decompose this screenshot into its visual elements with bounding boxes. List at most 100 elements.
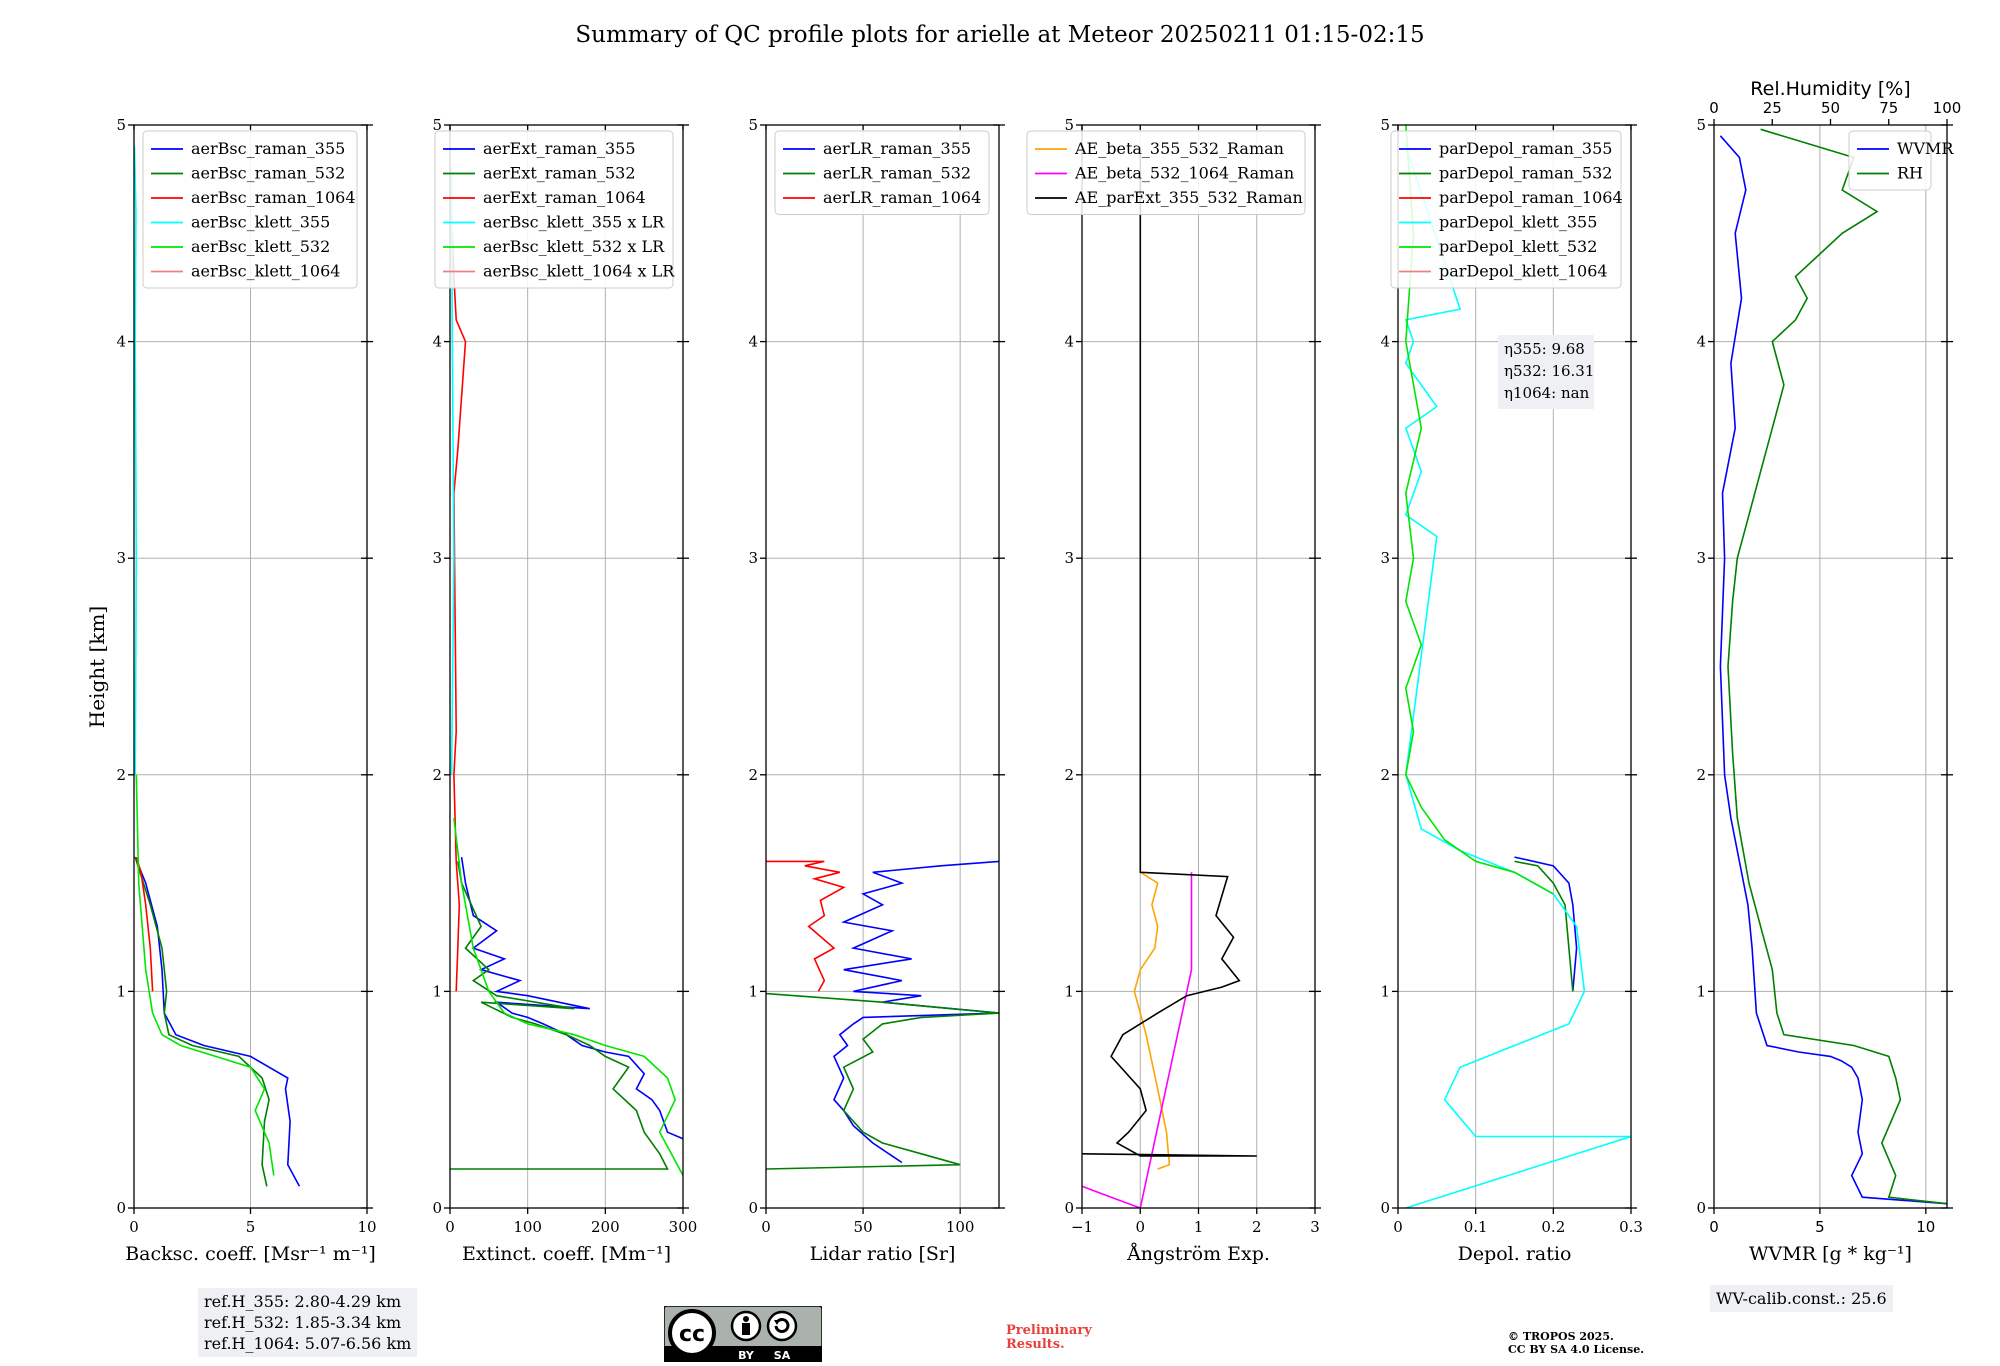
x2-tick-label: 75 xyxy=(1879,99,1898,117)
series-line-ae-beta-355-532-raman xyxy=(1133,871,1171,1170)
y-tick-label: 1 xyxy=(116,982,126,1000)
x-tick-label: 50 xyxy=(854,1218,873,1236)
series-line-rh xyxy=(1727,128,1947,1205)
legend-entry: RH xyxy=(1897,164,1923,183)
series-group xyxy=(134,146,301,1187)
legend-entry: aerBsc_raman_1064 xyxy=(191,188,356,207)
ref-height-1064: ref.H_1064: 5.07-6.56 km xyxy=(204,1334,412,1353)
plot-frame xyxy=(1713,124,1948,1209)
y-tick-label: 5 xyxy=(1696,116,1706,134)
y-tick-label: 3 xyxy=(116,549,126,567)
cc-license-badge: cc BY SA xyxy=(663,1305,823,1363)
series-line-aerext-raman-355 xyxy=(460,856,683,1140)
legend: aerBsc_raman_355 aerBsc_raman_532 aerBsc_r… xyxy=(142,130,358,289)
series-line-aerbsc-raman-355 xyxy=(134,856,301,1187)
x-tick-label: 2 xyxy=(1252,1218,1262,1236)
series-line-aerbsc-klett-355 xyxy=(134,146,138,775)
legend-entry: aerBsc_klett_1064 x LR xyxy=(483,262,675,281)
x-tick-label: 0 xyxy=(1393,1218,1403,1236)
x-tick-label: 100 xyxy=(513,1218,542,1236)
eta-annotation: η355: 9.68 η532: 16.31 η1064: nan xyxy=(1498,335,1594,409)
x-tick-label: −1 xyxy=(1071,1218,1093,1236)
legend-entry: aerBsc_klett_1064 xyxy=(191,262,340,281)
legend-entry: aerExt_raman_1064 xyxy=(483,188,646,207)
series-line-pardepol-klett-532 xyxy=(1404,125,1554,895)
wv-calib-text: WV-calib.const.: 25.6 xyxy=(1716,1289,1887,1308)
y-tick-label: 2 xyxy=(116,766,126,784)
y-tick-label: 4 xyxy=(1380,333,1390,351)
y-tick-label: 1 xyxy=(748,982,758,1000)
legend-frame xyxy=(434,130,674,289)
y-axis-label: Height [km] xyxy=(85,606,109,728)
series-line-aerbsc-raman-532 xyxy=(134,856,270,1187)
legend-entry: aerExt_raman_532 xyxy=(483,164,636,183)
series-line-aerlr-raman-532 xyxy=(766,992,999,1170)
plot-frame xyxy=(1397,124,1632,1209)
legend-entry: aerLR_raman_532 xyxy=(823,164,971,183)
y-tick-label: 2 xyxy=(432,766,442,784)
x-tick-label: 0 xyxy=(129,1218,139,1236)
y-tick-label: 4 xyxy=(1064,333,1074,351)
copyright-line-2: CC BY SA 4.0 License. xyxy=(1508,1343,1645,1356)
series-line-wvmr xyxy=(1719,135,1947,1205)
y-tick-label: 2 xyxy=(748,766,758,784)
panel-5: 0 1 2 3 4 5 0 0.1 0.2 0.3 Depol. ratio parDepol_ram… xyxy=(1380,116,1642,1265)
y-tick-label: 4 xyxy=(1696,333,1706,351)
x2-tick-label: 100 xyxy=(1933,99,1962,117)
series-line-aerlr-raman-1064 xyxy=(766,860,846,992)
legend-entry: aerBsc_klett_355 xyxy=(191,213,330,232)
y-tick-label: 4 xyxy=(748,333,758,351)
legend-entry: parDepol_klett_1064 xyxy=(1439,262,1608,281)
series-line-ae-parext-355-532-raman xyxy=(1082,146,1257,1157)
legend-entry: parDepol_raman_1064 xyxy=(1439,188,1623,207)
x-tick-label: 0 xyxy=(1135,1218,1145,1236)
x-tick-label: 0.1 xyxy=(1464,1218,1488,1236)
legend-entry: AE_beta_355_532_Raman xyxy=(1074,139,1284,158)
x-tick-label: 5 xyxy=(246,1218,256,1236)
annotation-line: η1064: nan xyxy=(1504,384,1590,402)
series-group xyxy=(1404,125,1631,1208)
x-tick-label: 200 xyxy=(591,1218,620,1236)
legend-frame xyxy=(1026,130,1306,215)
x2-axis-label: Rel.Humidity [%] xyxy=(1750,78,1910,100)
ref-height-532: ref.H_532: 1.85-3.34 km xyxy=(204,1313,402,1332)
y-tick-label: 4 xyxy=(116,333,126,351)
x-tick-label: 0.3 xyxy=(1619,1218,1643,1236)
x-axis-label: Lidar ratio [Sr] xyxy=(810,1243,956,1265)
y-tick-label: 5 xyxy=(1380,116,1390,134)
legend-frame xyxy=(142,130,358,289)
annotation-line: η532: 16.31 xyxy=(1504,362,1594,380)
y-tick-label: 2 xyxy=(1696,766,1706,784)
y-tick-label: 5 xyxy=(748,116,758,134)
series-group xyxy=(1719,128,1947,1205)
cc-logo: cc BY SA xyxy=(663,1305,823,1363)
copyright-note: © TROPOS 2025. CC BY SA 4.0 License. xyxy=(1508,1330,1644,1356)
plot-frame xyxy=(765,124,1000,1209)
legend-frame xyxy=(1390,130,1622,289)
y-tick-label: 1 xyxy=(432,982,442,1000)
cc-by-text: BY xyxy=(738,1349,755,1362)
y-tick-label: 3 xyxy=(432,549,442,567)
series-line-aerbsc-klett-532 xyxy=(135,774,275,1176)
legend: aerExt_raman_355 aerExt_raman_532 aerExt_r… xyxy=(434,130,675,289)
x-tick-label: 300 xyxy=(669,1218,698,1236)
legend: parDepol_raman_355 parDepol_raman_532 parD… xyxy=(1390,130,1623,289)
y-tick-label: 3 xyxy=(1380,549,1390,567)
legend-frame xyxy=(1848,130,1932,191)
legend-entry: aerExt_raman_355 xyxy=(483,139,636,158)
legend-entry: parDepol_klett_532 xyxy=(1439,237,1597,256)
legend: aerLR_raman_355 aerLR_raman_532 aerLR_rama… xyxy=(774,130,990,215)
panel-2: 0 1 2 3 4 5 0 100 200 300 Extinct. coeff. [Mm⁻¹] ae… xyxy=(432,116,697,1265)
x-tick-label: 0.2 xyxy=(1541,1218,1565,1236)
x-tick-label: 0 xyxy=(445,1218,455,1236)
series-line-pardepol-klett-355 xyxy=(1404,146,1631,1208)
legend-entry: aerLR_raman_1064 xyxy=(823,188,981,207)
legend-entry: aerBsc_raman_355 xyxy=(191,139,345,158)
y-tick-label: 4 xyxy=(432,333,442,351)
series-line-aerlr-raman-355 xyxy=(833,860,999,1164)
y-tick-label: 3 xyxy=(1696,549,1706,567)
legend-entry: WVMR xyxy=(1897,139,1954,158)
x2-tick-label: 0 xyxy=(1709,99,1719,117)
